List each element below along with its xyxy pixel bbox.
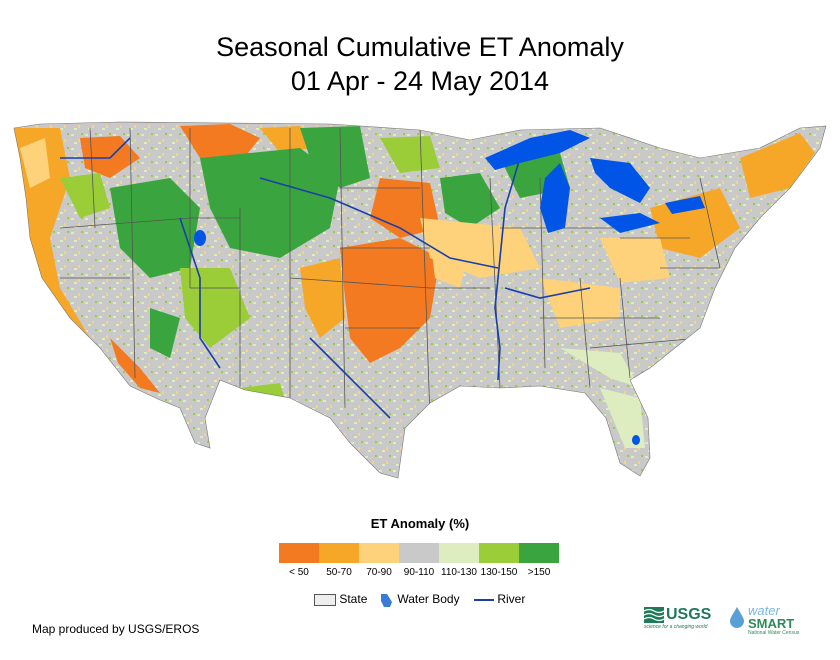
anomaly-raster — [14, 122, 826, 478]
legend-swatch-5 — [479, 543, 519, 563]
watersmart-tagline: National Water Census — [748, 630, 800, 636]
legend-water: Water Body — [378, 592, 460, 608]
usgs-wordmark: USGS — [666, 606, 712, 623]
water-body-symbol — [381, 594, 392, 607]
usgs-wave-icon — [644, 607, 664, 623]
watersmart-water: water — [748, 603, 780, 618]
legend-swatch-2 — [359, 543, 399, 563]
legend-swatch-1 — [319, 543, 359, 563]
watersmart-smart: SMART — [748, 616, 795, 631]
credit-text: Map produced by USGS/EROS — [32, 622, 200, 636]
state-boundaries — [59, 127, 721, 419]
legend-label-1: 50-70 — [326, 567, 352, 578]
legend-swatch-4 — [439, 543, 479, 563]
legend-label-4: 110-130 — [441, 567, 477, 578]
legend-label-0: < 50 — [289, 567, 309, 578]
legend-label-6: >150 — [527, 567, 551, 578]
state-symbol — [314, 593, 336, 606]
legend-river: River — [474, 592, 525, 606]
water-drop-icon — [730, 607, 744, 628]
water-body-label: Water Body — [397, 592, 460, 607]
usgs-logo: USGS science for a changing world — [644, 606, 722, 630]
rivers — [60, 137, 591, 419]
legend-swatch-6 — [519, 543, 559, 563]
legend-label-5: 130-150 — [480, 567, 518, 578]
legend-state: State — [314, 592, 367, 606]
legend-label-2: 70-90 — [366, 567, 392, 578]
map-subtitle-dates: 01 Apr - 24 May 2014 — [290, 66, 550, 96]
water-bodies — [194, 130, 705, 445]
river-symbol — [474, 598, 494, 601]
et-anomaly-map — [13, 121, 827, 479]
map-title: Seasonal Cumulative ET Anomaly — [216, 32, 624, 62]
legend-swatch-3 — [399, 543, 439, 563]
legend-swatch-0 — [279, 543, 319, 563]
legend-title: ET Anomaly (%) — [370, 516, 470, 531]
usgs-tagline: science for a changing world — [644, 624, 708, 630]
state-label: State — [339, 592, 368, 606]
watersmart-logo: water SMART National Water Census — [728, 604, 812, 636]
legend-label-3: 90-110 — [403, 567, 435, 578]
river-label: River — [497, 592, 526, 606]
